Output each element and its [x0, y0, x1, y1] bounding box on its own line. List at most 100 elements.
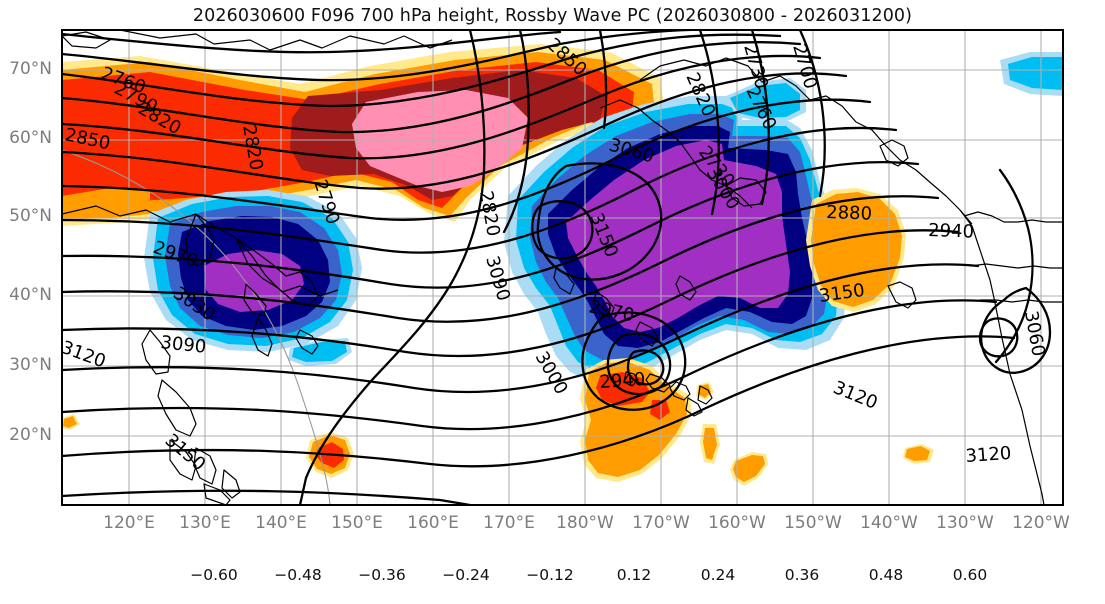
- shade-pos-0.24-gulf-alaska: [811, 192, 902, 307]
- shade-pos-0.12-far-nw-strip: [62, 188, 150, 220]
- shade-pos-0.12-island-patch-b: [700, 424, 720, 464]
- colorbar-tick-label--0.24: −0.24: [442, 566, 490, 584]
- map-background: [62, 30, 1063, 505]
- contour-label-3060-b: 3060: [1020, 309, 1049, 358]
- shade-pos-0.12-west-coast-speck: [62, 414, 80, 430]
- height-contours: [62, 30, 1052, 505]
- y-tick-label-60n: 60°N: [9, 128, 52, 148]
- contour-label-2760: 2760: [98, 63, 148, 98]
- contour-label-2940: 2940: [928, 220, 975, 243]
- coastlines: [62, 30, 1063, 505]
- colorbar-tick-label-0.24: 0.24: [700, 566, 736, 584]
- shade-pos-0.24-west-coast-speck: [63, 416, 77, 428]
- y-tick-label-50n: 50°N: [9, 206, 52, 226]
- shade-pos-0.24-island-patch-c: [733, 455, 765, 482]
- y-tick-label-20n: 20°N: [9, 425, 52, 445]
- colorbar-tick-label--0.36: −0.36: [358, 566, 406, 584]
- contour-label-3090: 3090: [481, 254, 514, 304]
- contour-label-2790: 2790: [111, 78, 161, 118]
- contour-label-2760-b: 2760: [742, 83, 781, 133]
- x-tick-label-180w: 180°W: [556, 513, 614, 533]
- shade-pos-0.12-subtropical: [580, 358, 692, 482]
- x-tick-label-120e: 120°E: [103, 513, 155, 533]
- shade-pos-0.48-nw: [290, 70, 606, 200]
- contour-label-3120-c: 3120: [965, 443, 1012, 467]
- colorbar[interactable]: −0.60 −0.48 −0.36 −0.24 −0.12 0.12 0.24 …: [0, 538, 1105, 604]
- contour-label-2790-b: 2790: [309, 177, 343, 227]
- shade-neg-0.12-west: [144, 190, 362, 352]
- shade-pos-0.24-island-patch-b: [703, 428, 717, 460]
- shade-pos-0.24-sw-blob: [309, 435, 350, 474]
- contour-label-3060: 3060: [607, 135, 657, 168]
- shade-neg-0.48-central: [548, 126, 812, 348]
- contour-label-2730: 2730: [739, 42, 772, 92]
- contour-label-2850: 2850: [63, 124, 112, 154]
- colorbar-tick-label-0.36: 0.36: [784, 566, 820, 584]
- shade-neg-0.24-ne-corner: [1008, 57, 1063, 90]
- x-tick-label-130e: 130°E: [179, 513, 231, 533]
- shade-pos-0.24-subtropical: [585, 362, 687, 477]
- x-tick-label-140w: 140°W: [860, 513, 918, 533]
- contour-label-3120-b: 3120: [830, 377, 880, 414]
- x-tick-label-150e: 150°E: [331, 513, 383, 533]
- contour-label-3000-b: 3000: [531, 348, 572, 398]
- shade-pos-0.36-sw-blob: [316, 442, 344, 468]
- contour-label-3150: 3150: [585, 210, 622, 260]
- shade-neg-0.60-central: [566, 140, 790, 332]
- shade-neg-0.60-west: [204, 250, 304, 312]
- contour-label-2850-b: 2850: [543, 34, 591, 80]
- shade-pos-0.12-gulf-alaska: [806, 188, 906, 312]
- contour-label-3150-c: 3150: [161, 430, 210, 476]
- x-tick-label-130w: 130°W: [936, 513, 994, 533]
- y-tick-label-70n: 70°N: [9, 59, 52, 79]
- shade-pos-0.12-island-patch-d: [903, 444, 934, 464]
- shade-neg-0.24-japan-se-patch: [292, 341, 347, 362]
- shade-pos-0.60-nw: [352, 90, 528, 192]
- shade-neg-0.24-bering: [730, 83, 800, 118]
- shade-pos-0.24-island-patch-d: [905, 446, 930, 461]
- shade-pos-0.24-island-patch-a: [698, 384, 711, 398]
- contour-label-2820-c: 2820: [681, 69, 719, 119]
- contour-label-2700: 2700: [788, 42, 821, 92]
- colorbar-tick-label-0.48: 0.48: [868, 566, 904, 584]
- map-contents: 2760 2790 2820 2850 2820 2850 2730 2700 …: [62, 30, 1063, 505]
- shade-neg-0.12-bering: [726, 78, 806, 122]
- x-tick-label-140e: 140°E: [255, 513, 307, 533]
- shade-neg-0.24-central: [516, 104, 838, 372]
- shade-neg-0.12-ne-corner: [1000, 52, 1063, 96]
- contour-label-2820-d: 2820: [475, 189, 504, 238]
- shade-neg-0.12-central: [504, 96, 846, 382]
- colorbar-tick-label--0.60: −0.60: [190, 566, 238, 584]
- y-tick-label-30n: 30°N: [9, 355, 52, 375]
- x-tick-label-150w: 150°W: [784, 513, 842, 533]
- contour-labels: 2760 2790 2820 2850 2820 2850 2730 2700 …: [62, 34, 1049, 476]
- contour-label-3150-b: 3150: [818, 280, 866, 307]
- shade-pos-0.36-nw: [62, 62, 634, 208]
- shade-pos-0.12-sw-blob: [306, 432, 354, 478]
- contour-label-2730-b: 2730: [694, 142, 739, 191]
- contour-label-2940-b: 2940: [599, 369, 646, 393]
- contour-label-2880: 2880: [826, 202, 873, 225]
- chart-title: 2026030600 F096 700 hPa height, Rossby W…: [192, 6, 913, 26]
- shade-pos-0.36-subtropical: [596, 372, 650, 406]
- contour-label-2970-b: 2970: [587, 296, 636, 326]
- contour-label-3030: 3030: [169, 283, 219, 326]
- shaded-anomaly-layer: [62, 44, 1063, 486]
- colorbar-tick-label--0.48: −0.48: [274, 566, 322, 584]
- shade-neg-0.36-west: [165, 206, 342, 338]
- shade-pos-0.12-island-patch-a: [696, 382, 714, 400]
- colorbar-tick-label-0.12: 0.12: [616, 566, 652, 584]
- shade-pos-0.24-nw: [62, 52, 655, 218]
- x-tick-label-160e: 160°E: [407, 513, 459, 533]
- x-tick-label-170e: 170°E: [483, 513, 535, 533]
- x-tick-label-160w: 160°W: [708, 513, 766, 533]
- colorbar-tick-label-0.60: 0.60: [952, 566, 988, 584]
- contour-label-3090-b: 3090: [159, 332, 207, 358]
- shade-neg-0.12-japan-se-patch: [288, 338, 352, 366]
- shade-neg-0.48-west: [178, 216, 330, 330]
- x-tick-label-170w: 170°W: [632, 513, 690, 533]
- contour-label-3000: 3000: [702, 164, 744, 214]
- shade-pos-0.12-island-patch-c: [730, 452, 768, 486]
- colorbar-tick-label--0.12: −0.12: [526, 566, 574, 584]
